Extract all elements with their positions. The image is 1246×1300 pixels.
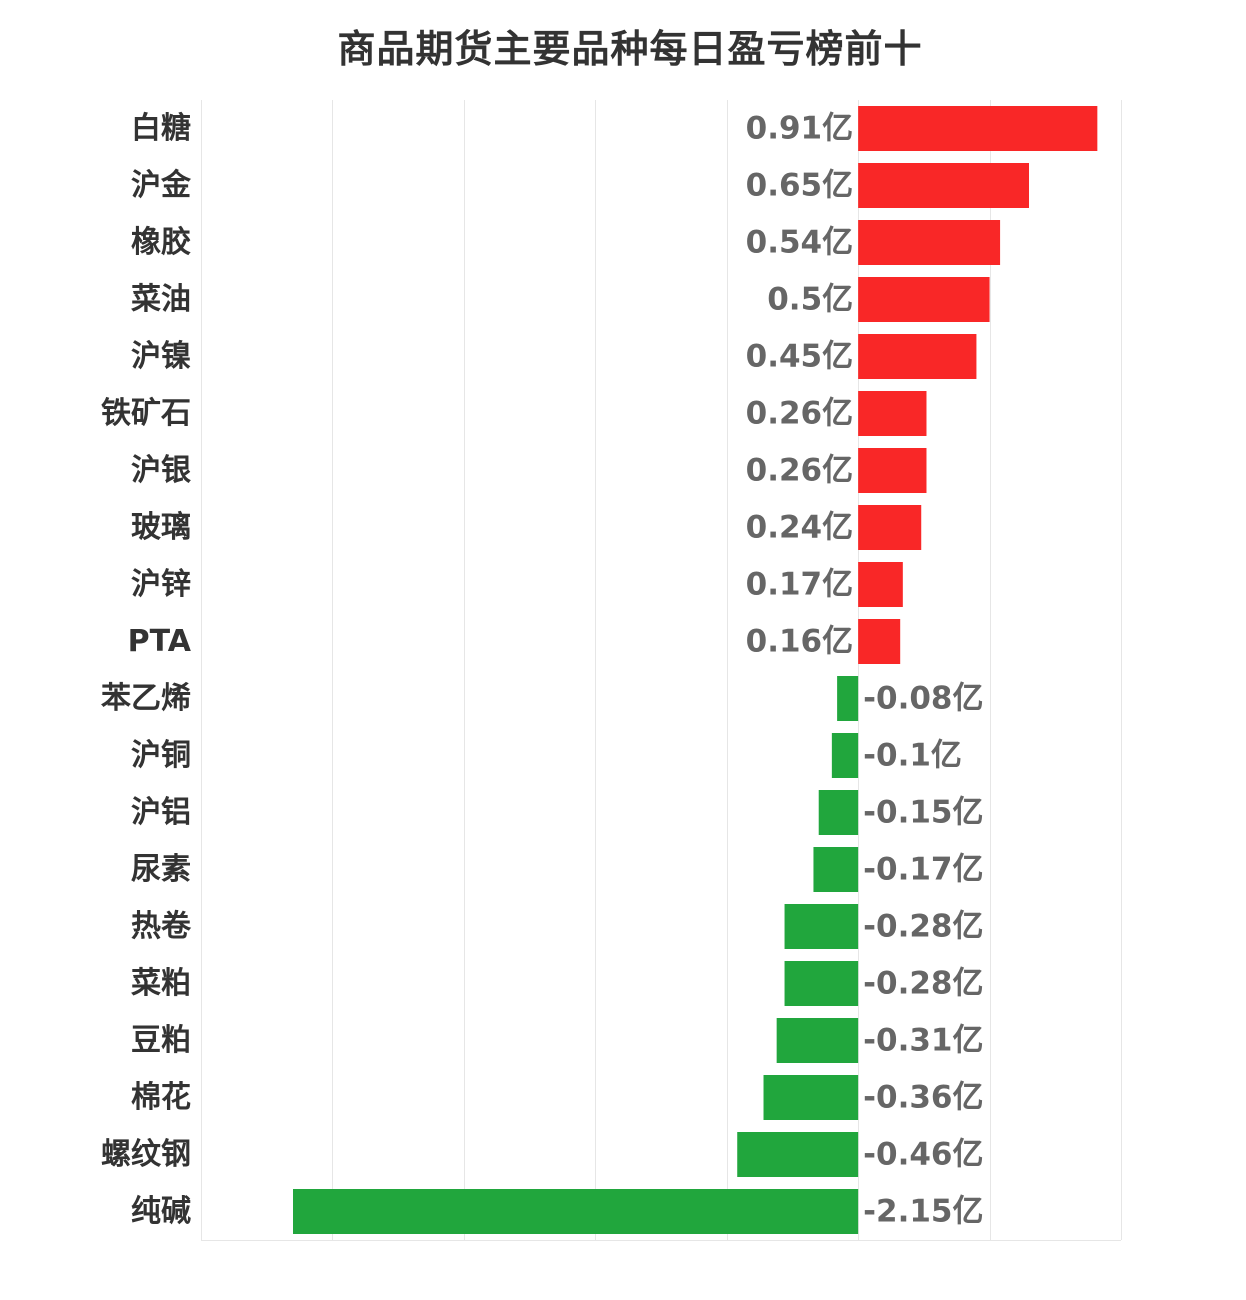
- bar: [776, 1018, 859, 1063]
- category-label: PTA: [128, 624, 192, 659]
- category-label: 沪金: [131, 168, 192, 203]
- value-label: -0.36亿: [863, 1080, 983, 1116]
- value-label: 0.91亿: [746, 111, 854, 147]
- value-label: 0.45亿: [746, 339, 854, 375]
- bar: [858, 448, 927, 493]
- category-label: 白糖: [131, 111, 191, 146]
- bar: [858, 277, 990, 322]
- category-label: 沪银: [131, 453, 191, 488]
- value-label: -0.15亿: [863, 795, 983, 831]
- value-label: -0.17亿: [863, 852, 983, 888]
- bars: [293, 106, 1098, 1234]
- category-label: 沪铜: [131, 738, 191, 773]
- value-label: -0.46亿: [863, 1137, 983, 1173]
- value-label: -0.31亿: [863, 1023, 983, 1059]
- value-label: 0.65亿: [746, 168, 854, 204]
- bar: [784, 904, 859, 949]
- value-label: -2.15亿: [863, 1194, 983, 1230]
- value-label: -0.28亿: [863, 966, 983, 1002]
- value-label: 0.5亿: [767, 282, 853, 318]
- value-label: -0.1亿: [863, 738, 962, 774]
- bar: [831, 733, 859, 778]
- chart-title: 商品期货主要品种每日盈亏榜前十: [337, 27, 923, 71]
- value-label: 0.24亿: [746, 510, 854, 546]
- bar: [858, 334, 977, 379]
- value-label: 0.16亿: [746, 624, 854, 660]
- value-label: 0.54亿: [746, 225, 854, 261]
- grid-lines: [201, 100, 1122, 1241]
- category-label: 玻璃: [131, 510, 191, 545]
- category-label: 豆粕: [131, 1023, 191, 1058]
- category-label: 菜粕: [131, 966, 191, 1001]
- category-label: 菜油: [131, 282, 191, 317]
- bar: [763, 1075, 859, 1120]
- bar: [858, 562, 903, 607]
- category-label: 沪铝: [131, 795, 191, 830]
- category-label: 沪镍: [131, 339, 191, 374]
- category-label: 热卷: [131, 909, 192, 944]
- value-label: 0.17亿: [746, 567, 854, 603]
- bar: [784, 961, 859, 1006]
- bar: [858, 220, 1001, 265]
- category-label: 棉花: [131, 1080, 191, 1115]
- category-label: 橡胶: [131, 225, 191, 260]
- value-label: 0.26亿: [746, 396, 854, 432]
- bar: [818, 790, 859, 835]
- value-label: 0.26亿: [746, 453, 854, 489]
- bar: [858, 505, 922, 550]
- category-label: 螺纹钢: [101, 1137, 191, 1172]
- category-label: 苯乙烯: [101, 681, 191, 716]
- category-label: 铁矿石: [101, 396, 191, 431]
- value-label: -0.28亿: [863, 909, 983, 945]
- bar: [293, 1189, 859, 1234]
- bar: [858, 619, 901, 664]
- bar: [737, 1132, 859, 1177]
- category-label: 纯碱: [131, 1194, 191, 1229]
- bar: [858, 106, 1098, 151]
- bar: [858, 163, 1029, 208]
- bar: [858, 391, 927, 436]
- bar: [813, 847, 859, 892]
- value-label: -0.08亿: [863, 681, 983, 717]
- category-label: 尿素: [131, 852, 191, 887]
- category-label: 沪锌: [131, 567, 191, 602]
- bar: [837, 676, 859, 721]
